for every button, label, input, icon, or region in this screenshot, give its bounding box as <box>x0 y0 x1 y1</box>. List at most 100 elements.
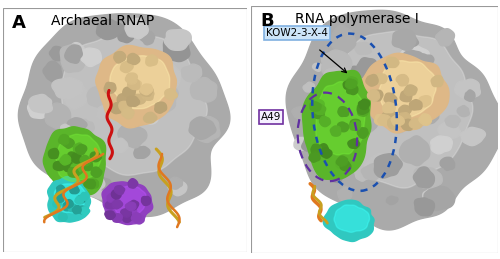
Polygon shape <box>358 104 368 113</box>
Polygon shape <box>88 179 99 189</box>
Polygon shape <box>192 117 220 142</box>
Polygon shape <box>365 153 394 180</box>
Polygon shape <box>114 52 126 63</box>
Polygon shape <box>118 24 134 43</box>
Polygon shape <box>356 97 367 107</box>
Polygon shape <box>182 64 202 82</box>
Polygon shape <box>124 93 146 115</box>
Polygon shape <box>346 79 356 89</box>
Polygon shape <box>112 200 122 209</box>
Polygon shape <box>18 14 230 217</box>
Polygon shape <box>96 106 112 120</box>
Polygon shape <box>52 78 83 99</box>
Polygon shape <box>430 136 452 154</box>
Polygon shape <box>362 164 383 180</box>
Polygon shape <box>140 31 154 45</box>
Polygon shape <box>146 55 158 66</box>
Polygon shape <box>80 155 91 166</box>
Polygon shape <box>327 31 473 188</box>
Polygon shape <box>386 196 398 205</box>
Polygon shape <box>117 94 130 104</box>
Polygon shape <box>127 96 140 106</box>
Polygon shape <box>410 100 422 110</box>
Polygon shape <box>135 215 144 224</box>
Polygon shape <box>48 148 58 159</box>
Polygon shape <box>335 106 352 117</box>
Polygon shape <box>60 155 70 165</box>
Polygon shape <box>378 115 391 125</box>
Polygon shape <box>332 25 356 55</box>
Polygon shape <box>155 102 166 113</box>
Polygon shape <box>343 80 354 90</box>
Polygon shape <box>121 96 133 106</box>
Polygon shape <box>354 166 370 181</box>
Polygon shape <box>96 177 111 190</box>
Polygon shape <box>336 158 347 168</box>
Text: A: A <box>12 14 26 32</box>
Polygon shape <box>110 103 123 114</box>
Polygon shape <box>45 103 70 128</box>
Polygon shape <box>400 90 412 102</box>
Polygon shape <box>157 64 180 89</box>
Polygon shape <box>418 110 439 124</box>
Polygon shape <box>106 200 116 209</box>
Polygon shape <box>374 154 402 178</box>
Polygon shape <box>348 139 360 148</box>
Polygon shape <box>312 100 324 110</box>
Polygon shape <box>292 107 311 120</box>
Polygon shape <box>134 147 150 158</box>
Polygon shape <box>355 114 378 133</box>
Polygon shape <box>312 63 324 71</box>
Polygon shape <box>322 55 349 76</box>
Polygon shape <box>71 153 82 163</box>
Polygon shape <box>144 112 157 123</box>
Polygon shape <box>440 157 454 170</box>
Polygon shape <box>128 108 148 125</box>
Polygon shape <box>50 159 79 180</box>
Polygon shape <box>370 90 383 101</box>
Polygon shape <box>366 75 378 86</box>
Polygon shape <box>122 214 132 222</box>
Polygon shape <box>127 206 136 216</box>
Polygon shape <box>190 77 217 102</box>
Polygon shape <box>324 150 339 166</box>
Text: A49: A49 <box>261 112 281 122</box>
Polygon shape <box>58 213 67 221</box>
Polygon shape <box>336 93 359 115</box>
Polygon shape <box>324 200 374 241</box>
Polygon shape <box>388 118 400 129</box>
Polygon shape <box>90 152 102 162</box>
Polygon shape <box>438 121 461 139</box>
Polygon shape <box>62 32 208 175</box>
Polygon shape <box>71 166 83 175</box>
Polygon shape <box>132 213 141 222</box>
Polygon shape <box>391 115 404 126</box>
Polygon shape <box>414 167 434 188</box>
Polygon shape <box>44 152 56 161</box>
Polygon shape <box>84 179 96 189</box>
Polygon shape <box>336 156 347 166</box>
Polygon shape <box>358 107 368 116</box>
Polygon shape <box>71 162 82 172</box>
Polygon shape <box>56 191 64 199</box>
Polygon shape <box>64 79 88 109</box>
Polygon shape <box>128 53 140 64</box>
Polygon shape <box>338 187 352 201</box>
Polygon shape <box>445 116 460 127</box>
Polygon shape <box>410 118 422 129</box>
Polygon shape <box>123 87 136 97</box>
Polygon shape <box>286 10 500 230</box>
Polygon shape <box>334 205 370 232</box>
Polygon shape <box>405 37 418 47</box>
Polygon shape <box>411 105 425 118</box>
Polygon shape <box>76 145 86 155</box>
Polygon shape <box>67 118 87 133</box>
Polygon shape <box>110 56 170 109</box>
Polygon shape <box>56 134 102 181</box>
Polygon shape <box>107 193 117 202</box>
Polygon shape <box>75 196 84 204</box>
Polygon shape <box>385 75 399 87</box>
Polygon shape <box>48 177 90 222</box>
Polygon shape <box>96 19 124 40</box>
Polygon shape <box>378 61 436 118</box>
